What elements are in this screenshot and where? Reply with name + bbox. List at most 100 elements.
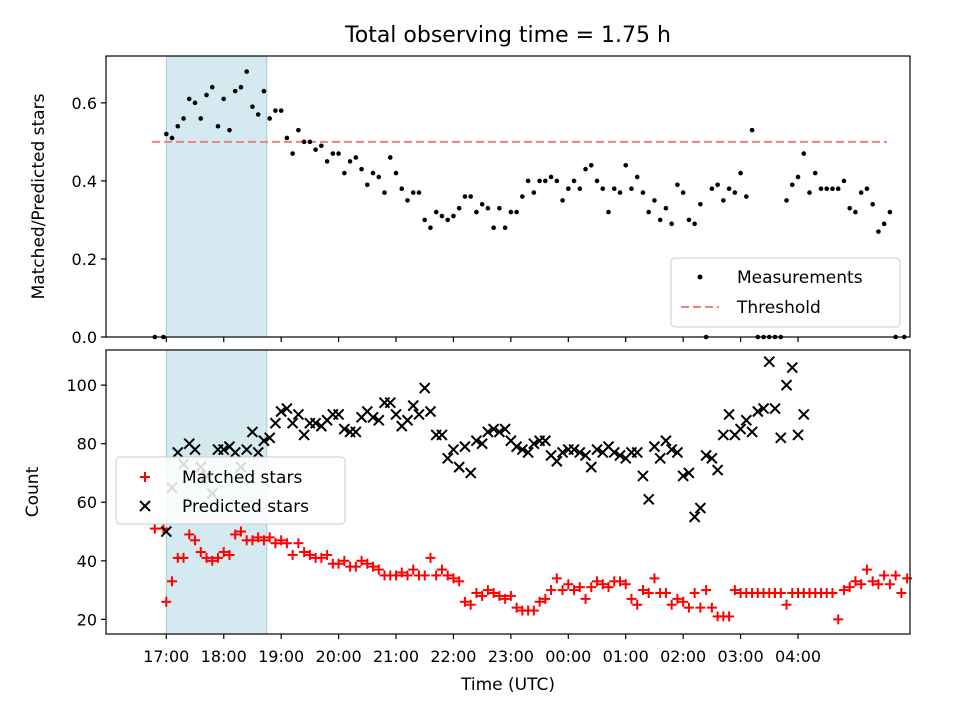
matched-star-marker (276, 535, 287, 546)
predicted-star-marker (522, 446, 534, 459)
matched-star-marker (264, 532, 275, 543)
matched-star-marker (373, 564, 384, 575)
measurement-point (830, 186, 835, 191)
matched-star-marker (184, 529, 195, 540)
predicted-star-marker (292, 408, 305, 421)
predicted-star-marker (390, 408, 402, 421)
measurement-point (416, 190, 422, 195)
matched-star-marker (867, 576, 878, 587)
matched-star-marker (304, 549, 315, 560)
measurement-point (749, 127, 755, 133)
predicted-star-marker (258, 435, 270, 447)
ratio-x-ticks (165, 337, 799, 342)
predicted-star-marker (711, 464, 724, 476)
x-tick-label: 23:00 (488, 647, 534, 666)
legend-predicted-marker (139, 500, 151, 512)
matched-star-marker (436, 564, 447, 575)
matched-star-marker (896, 588, 907, 599)
measurement-point (847, 205, 852, 211)
count-legend: Matched stars Predicted stars (115, 456, 346, 525)
matched-star-marker (879, 570, 890, 581)
predicted-star-marker (447, 443, 460, 456)
predicted-star-marker (574, 446, 586, 459)
measurement-point (520, 194, 525, 199)
matched-star-marker (356, 555, 367, 566)
measurement-point (692, 221, 697, 227)
matched-star-marker (465, 599, 476, 610)
x-tick-label: 04:00 (775, 647, 821, 666)
measurement-point (548, 174, 554, 180)
matched-star-marker (368, 561, 379, 572)
matched-star-marker (293, 538, 304, 549)
matched-star-marker (838, 585, 849, 596)
predicted-star-marker (436, 429, 448, 441)
y-tick-label: 0.4 (72, 172, 97, 191)
measurement-point (663, 205, 669, 211)
measurement-point (652, 198, 657, 203)
predicted-star-marker (637, 470, 649, 482)
matched-star-marker (902, 573, 913, 584)
measurement-point (738, 170, 743, 176)
measurement-point (744, 194, 749, 199)
predicted-star-marker (591, 443, 603, 456)
matched-star-marker (281, 538, 292, 549)
predicted-star-marker (510, 440, 523, 453)
measurement-point (669, 221, 674, 227)
measurement-point (617, 190, 623, 195)
matched-star-marker (678, 596, 689, 607)
legend-predicted-label: Predicted stars (182, 497, 309, 517)
predicted-star-marker (631, 446, 643, 459)
matched-star-marker (201, 552, 212, 563)
measurement-point (784, 198, 789, 203)
measurement-point (709, 186, 715, 191)
measurement-point (812, 170, 818, 176)
predicted-star-marker (487, 423, 500, 435)
predicted-star-marker (579, 449, 592, 462)
matched-star-marker (316, 552, 327, 563)
predicted-star-marker (763, 356, 776, 368)
measurement-point (801, 151, 807, 156)
predicted-star-marker (775, 432, 787, 444)
matched-star-marker (649, 573, 660, 584)
matched-star-marker (419, 570, 430, 581)
predicted-star-marker (700, 449, 712, 462)
measurement-point (192, 100, 198, 106)
measurement-point (479, 202, 485, 207)
matched-star-marker (775, 588, 786, 599)
predicted-star-marker (252, 446, 264, 459)
measurement-point (577, 186, 583, 191)
predicted-star-marker (189, 443, 201, 456)
predicted-star-marker (459, 440, 471, 453)
matched-star-marker (580, 593, 591, 604)
measurement-point (835, 186, 841, 191)
measurement-point (858, 190, 864, 195)
measurement-point (698, 202, 703, 207)
predicted-star-marker (665, 443, 678, 456)
matched-star-marker (149, 523, 160, 534)
legend-measurements-marker (697, 274, 703, 280)
matched-star-marker (632, 599, 643, 610)
x-tick-label: 18:00 (201, 647, 247, 666)
predicted-star-marker (654, 452, 666, 465)
matched-star-marker (666, 599, 677, 610)
measurement-point (164, 131, 169, 137)
measurement-point (330, 151, 336, 156)
measurement-point (422, 217, 428, 223)
predicted-star-marker (453, 461, 465, 473)
predicted-star-marker (734, 423, 747, 435)
predicted-star-marker (694, 502, 707, 514)
measurement-point (209, 84, 215, 90)
matched-star-marker (827, 588, 838, 599)
measurement-point (433, 209, 439, 215)
predicted-star-marker (568, 443, 580, 456)
predicted-star-marker (585, 461, 597, 473)
measurement-point (600, 186, 606, 191)
measurement-point (169, 135, 175, 141)
measurement-point (876, 229, 881, 234)
measurement-point (451, 213, 456, 219)
y-tick-label: 40 (77, 552, 97, 571)
predicted-star-marker (746, 426, 758, 438)
matched-stars-points (149, 523, 913, 625)
ratio-y-axis-label: Matched/Predicted stars (29, 93, 49, 299)
matched-star-marker (350, 561, 361, 572)
